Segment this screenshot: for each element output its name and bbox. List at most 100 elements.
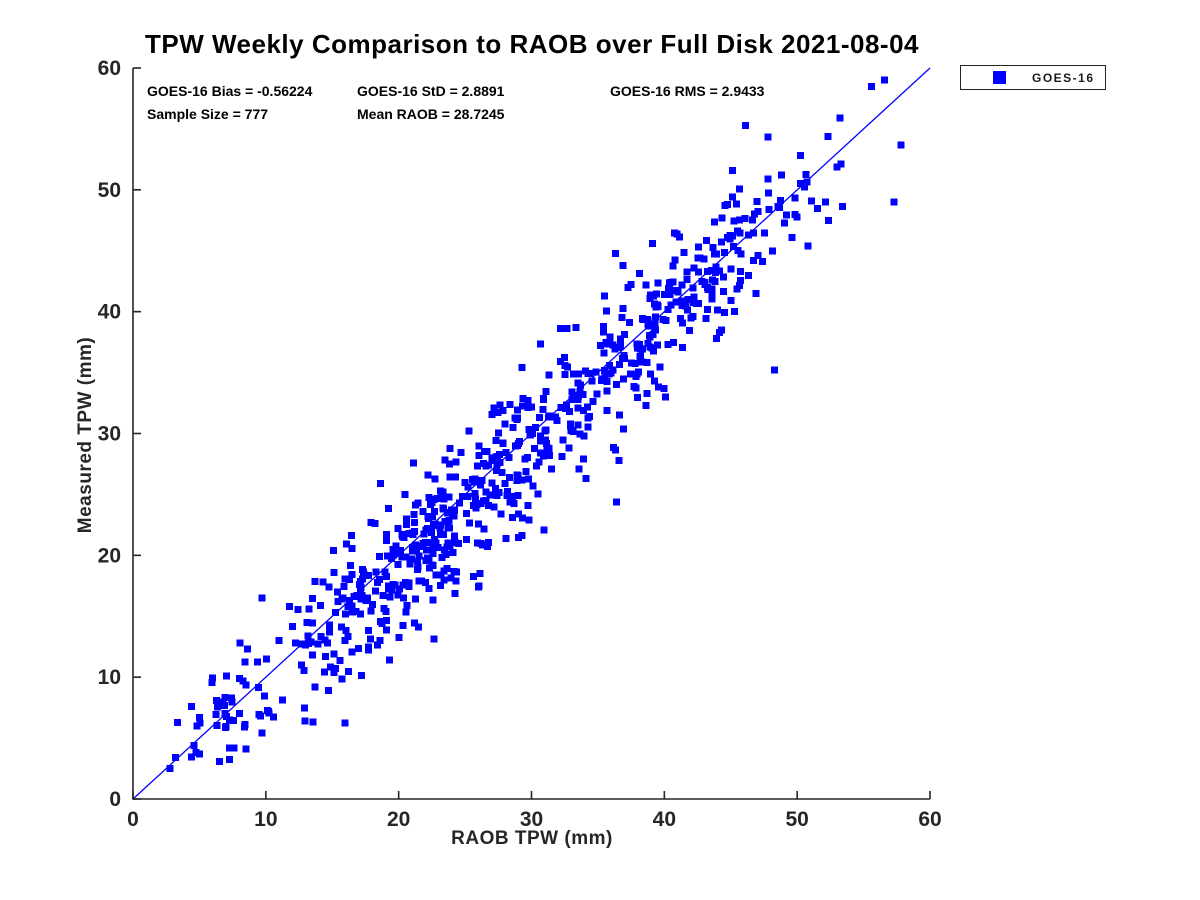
scatter-point xyxy=(660,384,668,392)
scatter-point xyxy=(603,387,611,395)
legend-marker-square-icon xyxy=(993,71,1006,84)
scatter-point xyxy=(452,458,460,466)
scatter-point xyxy=(490,503,498,511)
scatter-point xyxy=(736,216,744,224)
scatter-point xyxy=(215,758,223,765)
scatter-point xyxy=(579,455,587,463)
scatter-point xyxy=(690,293,698,301)
scatter-point xyxy=(342,610,350,618)
scatter-point xyxy=(625,319,633,327)
scatter-point xyxy=(745,272,753,279)
scatter-point xyxy=(749,229,757,237)
x-tick-label: 0 xyxy=(127,808,139,831)
scatter-point xyxy=(665,280,673,288)
scatter-point xyxy=(764,175,772,183)
scatter-point xyxy=(726,231,734,239)
scatter-point xyxy=(470,572,478,580)
scatter-point xyxy=(486,491,494,499)
scatter-point xyxy=(502,535,510,543)
scatter-point xyxy=(566,408,574,416)
scatter-point xyxy=(253,658,261,666)
scatter-point xyxy=(263,655,271,663)
scatter-point xyxy=(557,404,565,411)
scatter-point xyxy=(540,394,548,402)
scatter-point xyxy=(367,607,375,615)
scatter-point xyxy=(575,465,583,473)
scatter-point xyxy=(651,323,659,331)
scatter-point xyxy=(496,401,504,409)
scatter-point xyxy=(603,407,611,415)
scatter-point xyxy=(501,420,509,428)
scatter-point xyxy=(534,490,542,498)
scatter-point xyxy=(732,200,740,208)
scatter-point xyxy=(235,674,243,682)
scatter-point xyxy=(672,298,680,306)
stat-mean-raob: Mean RAOB = 28.7245 xyxy=(357,106,505,122)
scatter-point xyxy=(709,244,717,251)
scatter-point xyxy=(309,718,317,726)
scatter-point xyxy=(348,571,356,579)
scatter-point xyxy=(437,571,445,579)
scatter-point xyxy=(302,641,310,649)
scatter-point xyxy=(651,300,659,308)
scatter-point xyxy=(399,581,407,589)
scatter-point xyxy=(429,550,437,557)
scatter-point xyxy=(513,476,521,484)
scatter-point xyxy=(654,341,662,349)
scatter-point xyxy=(556,358,564,365)
scatter-point xyxy=(441,546,449,554)
scatter-point xyxy=(195,713,203,721)
scatter-point xyxy=(399,594,407,602)
scatter-point xyxy=(389,545,397,553)
scatter-point xyxy=(406,560,414,568)
scatter-point xyxy=(524,397,532,405)
scatter-point xyxy=(667,301,675,309)
scatter-point xyxy=(236,639,244,647)
scatter-point xyxy=(609,366,617,374)
scatter-point xyxy=(737,250,745,258)
scatter-point xyxy=(612,250,619,258)
scatter-point xyxy=(242,745,250,753)
scatter-point xyxy=(410,511,418,519)
scatter-point xyxy=(616,411,623,419)
scatter-point xyxy=(212,711,220,719)
scatter-point xyxy=(174,719,182,727)
scatter-point xyxy=(478,541,486,549)
scatter-point xyxy=(824,133,832,140)
scatter-point xyxy=(567,420,575,428)
scatter-point xyxy=(265,709,273,717)
scatter-point xyxy=(371,587,379,595)
scatter-point xyxy=(580,406,588,414)
x-tick-label: 20 xyxy=(387,808,410,831)
scatter-point xyxy=(225,716,233,724)
scatter-point xyxy=(647,370,655,378)
scatter-point xyxy=(713,250,721,258)
scatter-point xyxy=(624,284,632,292)
scatter-point xyxy=(704,285,712,293)
scatter-point xyxy=(603,378,611,386)
scatter-point xyxy=(642,401,650,409)
scatter-point xyxy=(289,622,297,630)
scatter-point xyxy=(611,345,619,353)
scatter-point xyxy=(438,493,445,501)
scatter-point xyxy=(452,577,460,585)
scatter-point xyxy=(522,468,530,476)
x-tick-label: 60 xyxy=(918,808,941,831)
scatter-point xyxy=(710,218,718,226)
scatter-point xyxy=(506,401,514,409)
scatter-point xyxy=(345,667,353,675)
scatter-point xyxy=(684,296,692,303)
scatter-point xyxy=(383,573,391,581)
scatter-point xyxy=(454,539,462,547)
scatter-point xyxy=(726,235,734,243)
scatter-point xyxy=(292,639,300,647)
scatter-point xyxy=(661,291,668,298)
scatter-point xyxy=(677,297,685,305)
scatter-point xyxy=(650,377,658,385)
scatter-point xyxy=(188,753,195,761)
scatter-point xyxy=(254,684,262,691)
scatter-point xyxy=(647,291,655,299)
scatter-point xyxy=(833,163,841,171)
scatter-point xyxy=(332,609,340,617)
scatter-point xyxy=(471,490,479,498)
